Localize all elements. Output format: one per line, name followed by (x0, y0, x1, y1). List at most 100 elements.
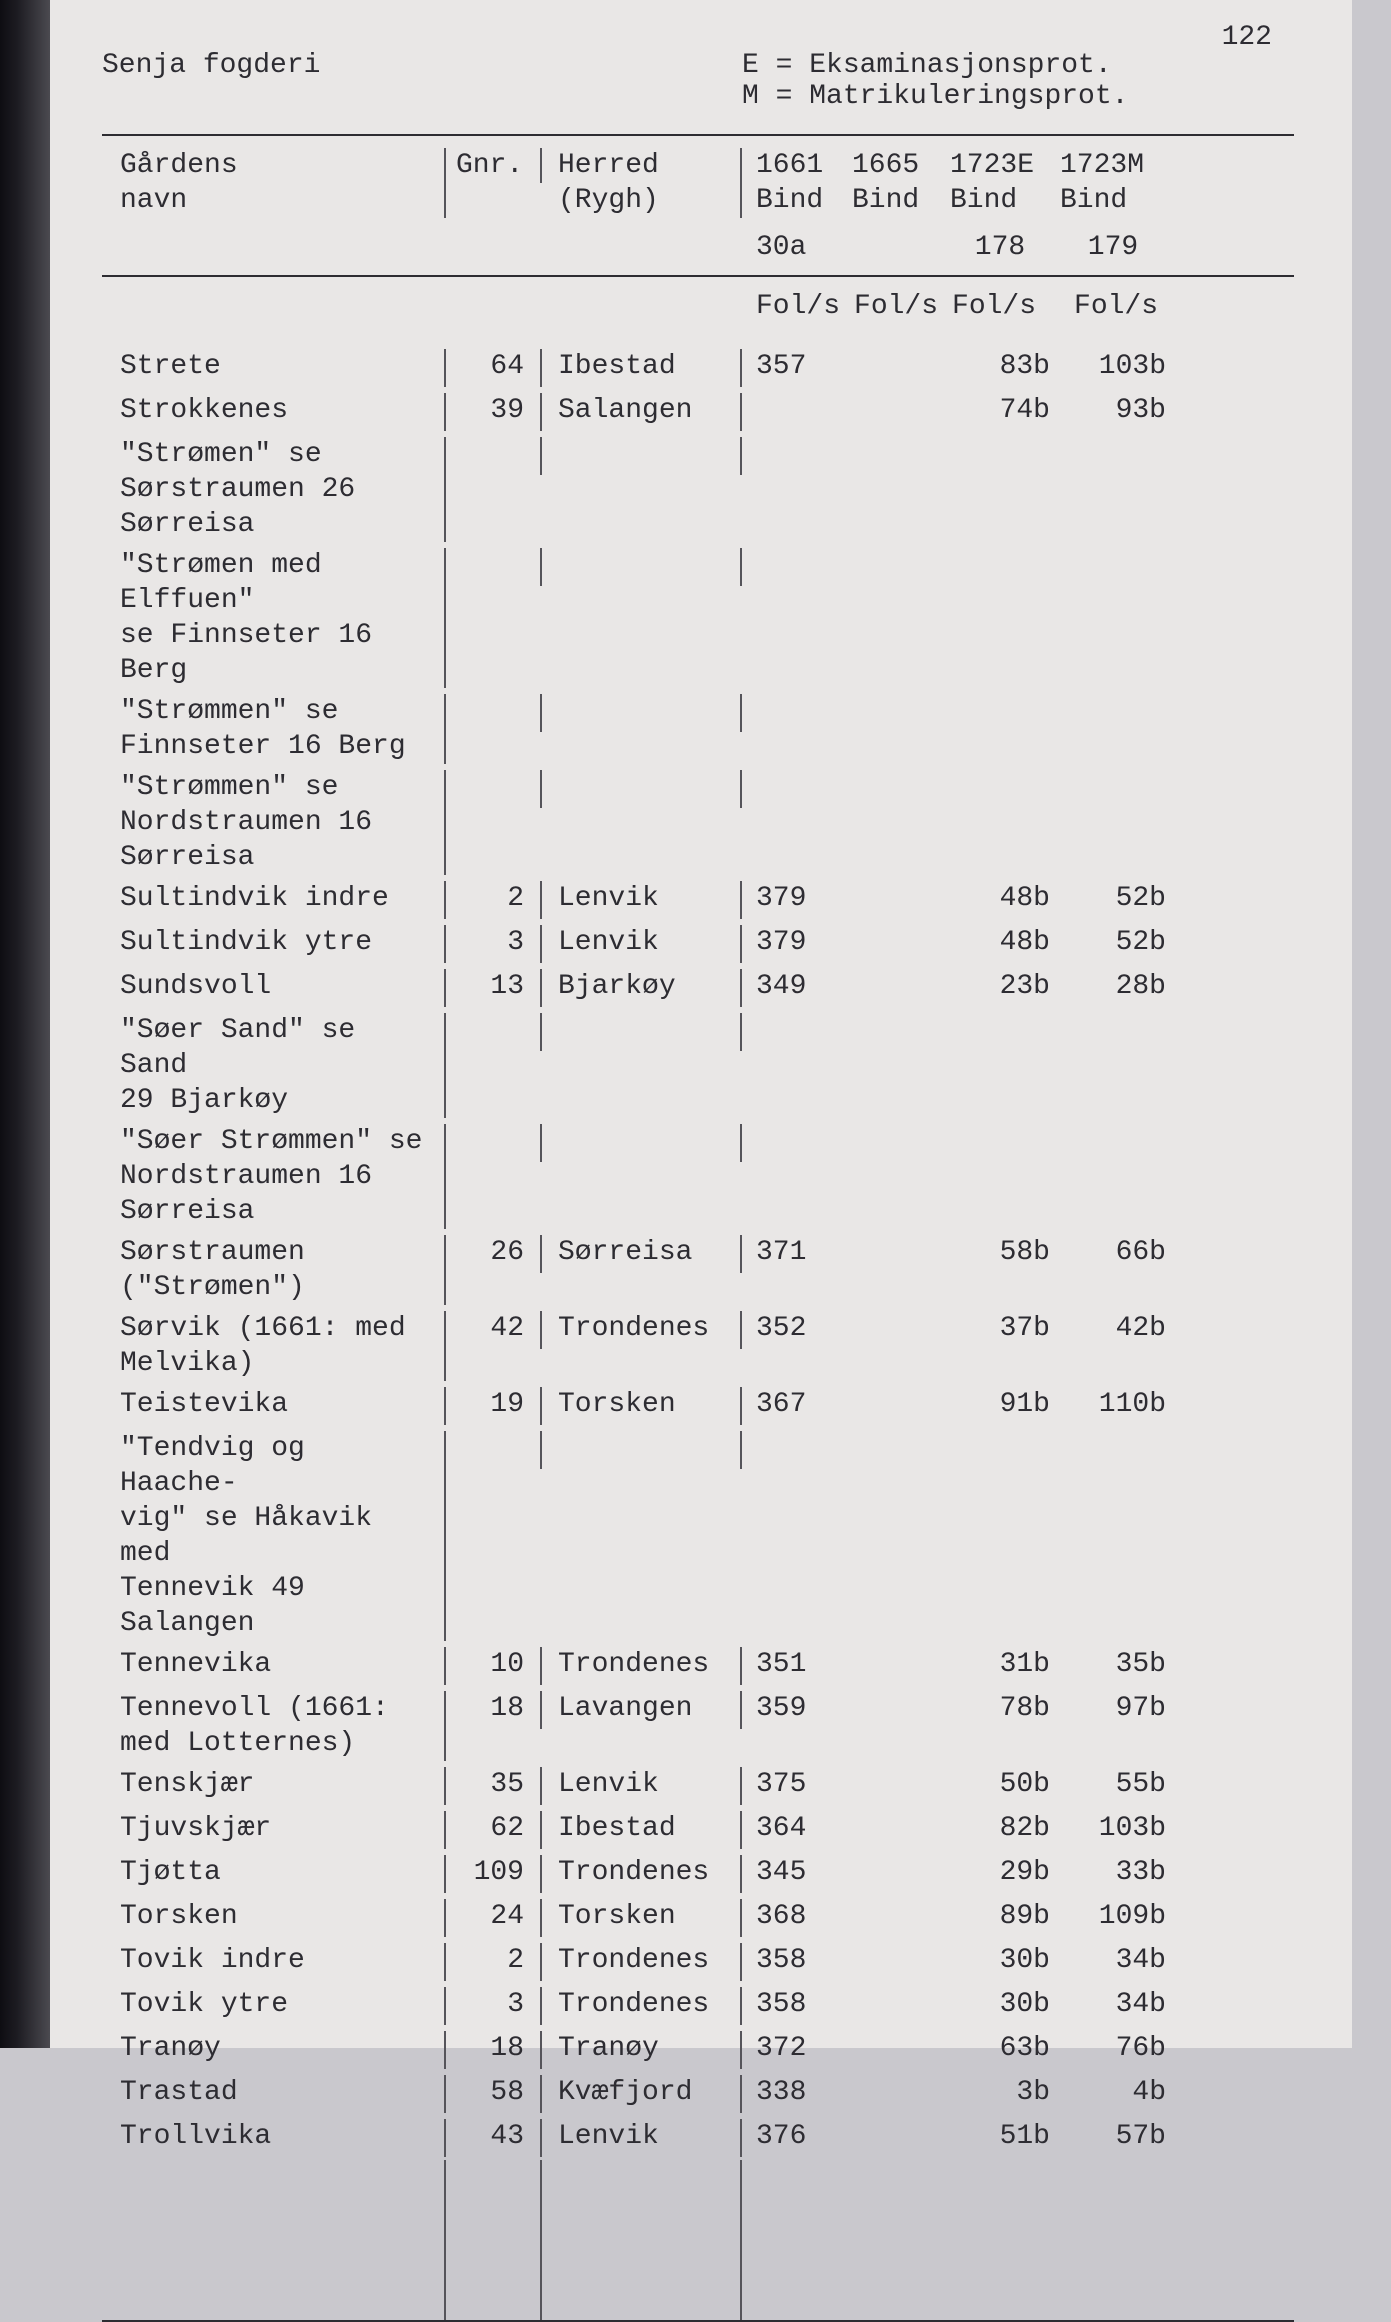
cell-gnr: 19 (446, 1387, 542, 1425)
cell-herred: Torsken (542, 1899, 742, 1937)
cell-herred: Torsken (542, 1387, 742, 1425)
cell-name: "Strømmen" se Nordstraumen 16 Sørreisa (102, 770, 446, 875)
cell-1661: 368 (742, 1899, 846, 1934)
cell-1723m: 28b (1060, 969, 1176, 1004)
cell-1723e: 58b (950, 1235, 1060, 1270)
cell-1723e: 37b (950, 1311, 1060, 1346)
cell-gnr: 64 (446, 349, 542, 387)
cell-1723m: 33b (1060, 1855, 1176, 1890)
cell-1723m: 55b (1060, 1767, 1176, 1802)
cell-name: Sørvik (1661: med Melvika) (102, 1311, 446, 1381)
cell-1661: 338 (742, 2075, 846, 2110)
col-1723e-header: 1723EBind (950, 148, 1060, 218)
col-1723m-bind: 179 (1060, 230, 1176, 265)
cell-1723m: 4b (1060, 2075, 1176, 2110)
cell-1661: 375 (742, 1767, 846, 1802)
cell-herred (542, 1431, 742, 1469)
cell-herred: Lenvik (542, 925, 742, 963)
cell-gnr: 39 (446, 393, 542, 431)
cell-herred (542, 1013, 742, 1051)
cell-gnr: 3 (446, 1987, 542, 2025)
cell-gnr: 3 (446, 925, 542, 963)
cell-herred (542, 437, 742, 475)
cell-herred: Lenvik (542, 2119, 742, 2157)
table-row: Trollvika43Lenvik37651b57b (102, 2116, 1294, 2160)
cell-name: Sultindvik ytre (102, 925, 446, 963)
cell-1661: 379 (742, 881, 846, 916)
cell-1661: 345 (742, 1855, 846, 1890)
cell-1723m: 52b (1060, 925, 1176, 960)
page-header: Senja fogderi E = Eksaminasjonsprot. M =… (102, 50, 1294, 112)
cell-1723m: 42b (1060, 1311, 1176, 1346)
cell-herred: Trondenes (542, 1311, 742, 1349)
table-row: "Søer Sand" se Sand 29 Bjarkøy (102, 1010, 1294, 1121)
col-1723e-bind: 178 (950, 230, 1060, 265)
col-1665-fols: Fol/s (848, 289, 952, 324)
cell-1723e: 51b (950, 2119, 1060, 2154)
cell-name: Tennevika (102, 1647, 446, 1685)
table-row: Tjøtta109Trondenes34529b33b (102, 1852, 1294, 1896)
cell-gnr: 26 (446, 1235, 542, 1273)
table-row: Tennevika10Trondenes35131b35b (102, 1644, 1294, 1688)
cell-name: Tovik ytre (102, 1987, 446, 2025)
document-page: 122 Senja fogderi E = Eksaminasjonsprot.… (50, 0, 1352, 2048)
cell-1723e: 89b (950, 1899, 1060, 1934)
cell-name: "Strømen" se Sørstraumen 26 Sørreisa (102, 437, 446, 542)
cell-1723e: 63b (950, 2031, 1060, 2066)
col-name-header: Gårdens navn (102, 148, 446, 218)
cell-herred (542, 694, 742, 732)
cell-1723m: 57b (1060, 2119, 1176, 2154)
cell-1661: 364 (742, 1811, 846, 1846)
cell-name: Tovik indre (102, 1943, 446, 1981)
cell-gnr: 2 (446, 881, 542, 919)
cell-herred: Tranøy (542, 2031, 742, 2069)
table-row: "Strømen" se Sørstraumen 26 Sørreisa (102, 434, 1294, 545)
cell-gnr: 18 (446, 1691, 542, 1729)
legend: E = Eksaminasjonsprot. M = Matrikulering… (742, 50, 1294, 112)
cell-herred: Lenvik (542, 881, 742, 919)
table-row: Strete64Ibestad35783b103b (102, 346, 1294, 390)
cell-1723e: 23b (950, 969, 1060, 1004)
page-title: Senja fogderi (102, 50, 742, 112)
cell-name: Tennevoll (1661: med Lotternes) (102, 1691, 446, 1761)
cell-1723e: 29b (950, 1855, 1060, 1890)
cell-1661: 367 (742, 1387, 846, 1422)
cell-gnr: 62 (446, 1811, 542, 1849)
table-row: Torsken24Torsken36889b109b (102, 1896, 1294, 1940)
cell-herred (542, 1124, 742, 1162)
col-1723m-fols: Fol/s (1062, 289, 1178, 324)
cell-1723e: 82b (950, 1811, 1060, 1846)
cell-name: "Strømmen" se Finnseter 16 Berg (102, 694, 446, 764)
col-1723e-fols: Fol/s (952, 289, 1062, 324)
cell-1723m: 93b (1060, 393, 1176, 428)
table-row: Tranøy18Tranøy37263b76b (102, 2028, 1294, 2072)
cell-name: "Søer Sand" se Sand 29 Bjarkøy (102, 1013, 446, 1118)
cell-1723m: 103b (1060, 1811, 1176, 1846)
cell-1723e: 3b (950, 2075, 1060, 2110)
col-1665-header: 1665Bind (846, 148, 950, 218)
cell-herred: Sørreisa (542, 1235, 742, 1273)
table-row: Teistevika19Torsken36791b110b (102, 1384, 1294, 1428)
col-gnr-header: Gnr. (446, 148, 542, 183)
cell-name: Tenskjær (102, 1767, 446, 1805)
cell-1723m: 35b (1060, 1647, 1176, 1682)
cell-gnr (446, 770, 542, 808)
cell-1723m: 103b (1060, 349, 1176, 384)
cell-name: Strokkenes (102, 393, 446, 431)
cell-gnr (446, 1124, 542, 1162)
cell-name: Trollvika (102, 2119, 446, 2157)
cell-1723m: 52b (1060, 881, 1176, 916)
legend-e: E = Eksaminasjonsprot. (742, 50, 1294, 81)
cell-gnr (446, 437, 542, 475)
cell-herred: Trondenes (542, 1943, 742, 1981)
cell-name: Sundsvoll (102, 969, 446, 1007)
cell-1723m: 97b (1060, 1691, 1176, 1726)
table-row: Tennevoll (1661: med Lotternes)18Lavange… (102, 1688, 1294, 1764)
cell-1723e: 50b (950, 1767, 1060, 1802)
cell-1661: 352 (742, 1311, 846, 1346)
cell-name: Tjuvskjær (102, 1811, 446, 1849)
table-row: Strokkenes39Salangen74b93b (102, 390, 1294, 434)
cell-1661: 376 (742, 2119, 846, 2154)
table-row: "Tendvig og Haache- vig" se Håkavik med … (102, 1428, 1294, 1644)
cell-1723e: 48b (950, 881, 1060, 916)
